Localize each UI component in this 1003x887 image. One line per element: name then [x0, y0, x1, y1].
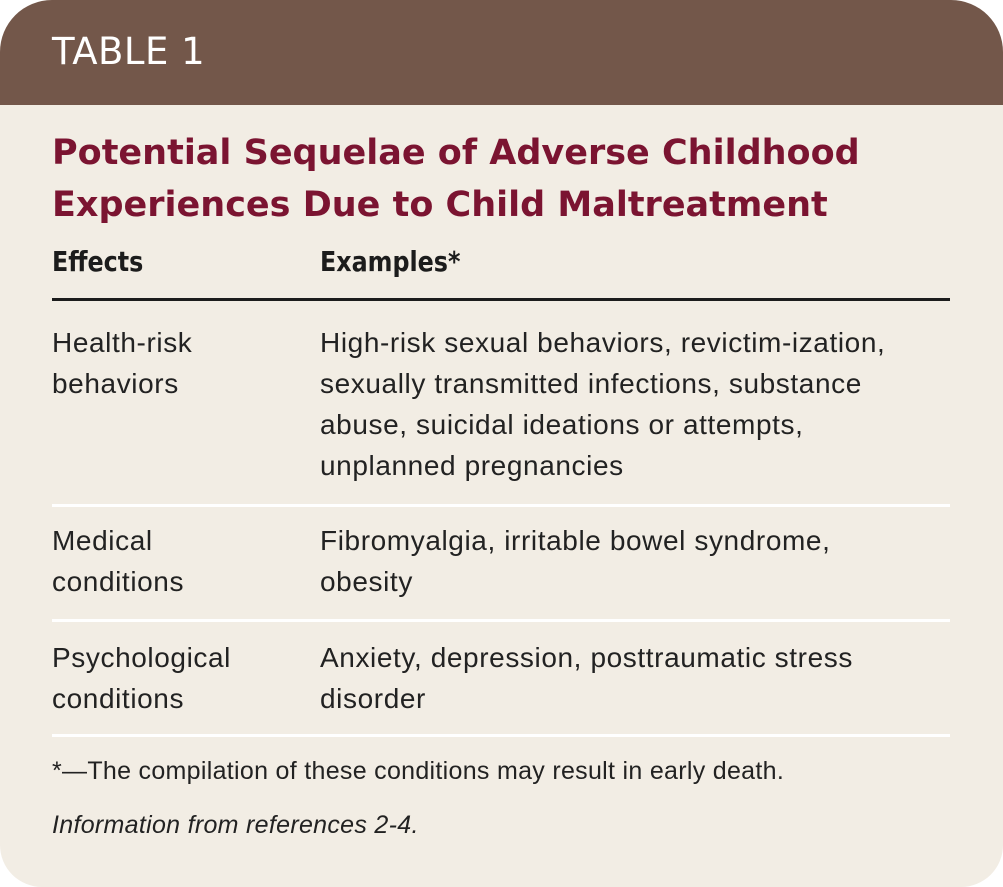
table-cell-examples: Anxiety, depression, posttraumatic stres…: [320, 642, 853, 714]
column-header-examples: Examples*: [320, 245, 461, 278]
row-divider: [52, 504, 950, 507]
table-cell-examples: High-risk sexual behaviors, revictim-iza…: [320, 327, 886, 481]
source-note: Information from references 2-4.: [52, 811, 419, 839]
row-divider: [52, 734, 950, 737]
column-header-effects: Effects: [52, 245, 144, 278]
table-cell-effect: Medical conditions: [52, 525, 185, 597]
table-label: TABLE 1: [52, 30, 206, 73]
header-bar: TABLE 1: [0, 0, 1003, 105]
table-cell-effect: Health-risk behaviors: [52, 327, 193, 399]
table-title: Potential Sequelae of Adverse Childhood …: [52, 133, 860, 225]
footnote: *—The compilation of these conditions ma…: [52, 757, 785, 785]
header-rule: [52, 298, 950, 301]
row-divider: [52, 619, 950, 622]
table-cell-examples: Fibromyalgia, irritable bowel syndrome, …: [320, 525, 831, 597]
table-cell-effect: Psychological conditions: [52, 642, 231, 714]
